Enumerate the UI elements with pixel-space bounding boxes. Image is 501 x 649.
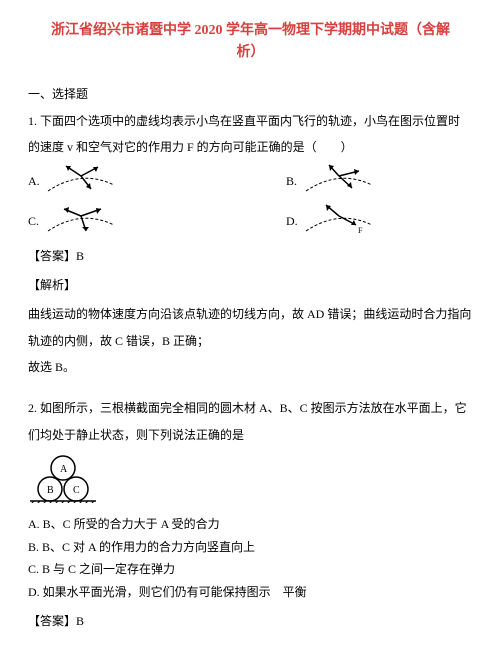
q1-diagram-d: F: [304, 203, 374, 239]
answer-label: 【答案】: [28, 249, 76, 263]
q2-opt-d: D. 如果水平面光滑，则它们仍有可能保持图示 平衡: [28, 581, 473, 604]
q1-diagram-c: [46, 203, 116, 239]
q1-opt-b-label: B.: [286, 174, 304, 189]
q2-line2: 们均处于静止状态，则下列说法正确的是: [28, 424, 473, 447]
q2-opt-a: A. B、C 所受的合力大于 A 受的合力: [28, 513, 473, 536]
q1-opt-c-label: C.: [28, 214, 46, 229]
q2-opt-b: B. B、C 对 A 的作用力的合力方向竖直向上: [28, 536, 473, 559]
answer-value: B: [76, 614, 84, 628]
q2-line1: 2. 如图所示，三根横截面完全相同的圆木材 A、B、C 按图示方法放在水平面上，…: [28, 397, 473, 420]
spacer: [28, 383, 473, 397]
svg-text:F: F: [358, 226, 363, 235]
q1-opt-a-label: A.: [28, 174, 46, 189]
answer-value: B: [76, 249, 84, 263]
q2-answer: 【答案】B: [28, 610, 473, 633]
title-line-1: 浙江省绍兴市诸暨中学 2020 学年高一物理下学期期中试题（含解: [51, 23, 450, 38]
answer-label: 【答案】: [28, 614, 76, 628]
q1-diagram-a: [46, 163, 116, 199]
q2-opt-c: C. B 与 C 之间一定存在弹力: [28, 558, 473, 581]
q1-explain-3: 故选 B。: [28, 356, 473, 379]
page-title: 浙江省绍兴市诸暨中学 2020 学年高一物理下学期期中试题（含解 析）: [28, 20, 473, 65]
circle-a-label: A: [60, 464, 68, 475]
circle-b-label: B: [47, 485, 54, 496]
q1-line2: 的速度 v 和空气对它的作用力 F 的方向可能正确的是（ ）: [28, 136, 473, 159]
q1-diagram-b: [304, 163, 374, 199]
q1-explain-label: 【解析】: [28, 274, 473, 297]
q1-answer: 【答案】B: [28, 245, 473, 268]
q1-options-row-2: C. D. F: [28, 203, 473, 239]
title-line-2: 析）: [237, 45, 265, 60]
q1-opt-d-label: D.: [286, 214, 304, 229]
q1-explain-1: 曲线运动的物体速度方向沿该点轨迹的切线方向，故 AD 错误；曲线运动时合力指向: [28, 303, 473, 326]
q1-options-row-1: A. B.: [28, 163, 473, 199]
q1-line1: 1. 下面四个选项中的虚线均表示小鸟在竖直平面内飞行的轨迹，小鸟在图示位置时: [28, 110, 473, 133]
q2-diagram: A B C: [28, 453, 473, 507]
section-header: 一、选择题: [28, 83, 473, 106]
q1-explain-2: 轨迹的内侧，故 C 错误，B 正确；: [28, 330, 473, 353]
circle-c-label: C: [73, 485, 80, 496]
